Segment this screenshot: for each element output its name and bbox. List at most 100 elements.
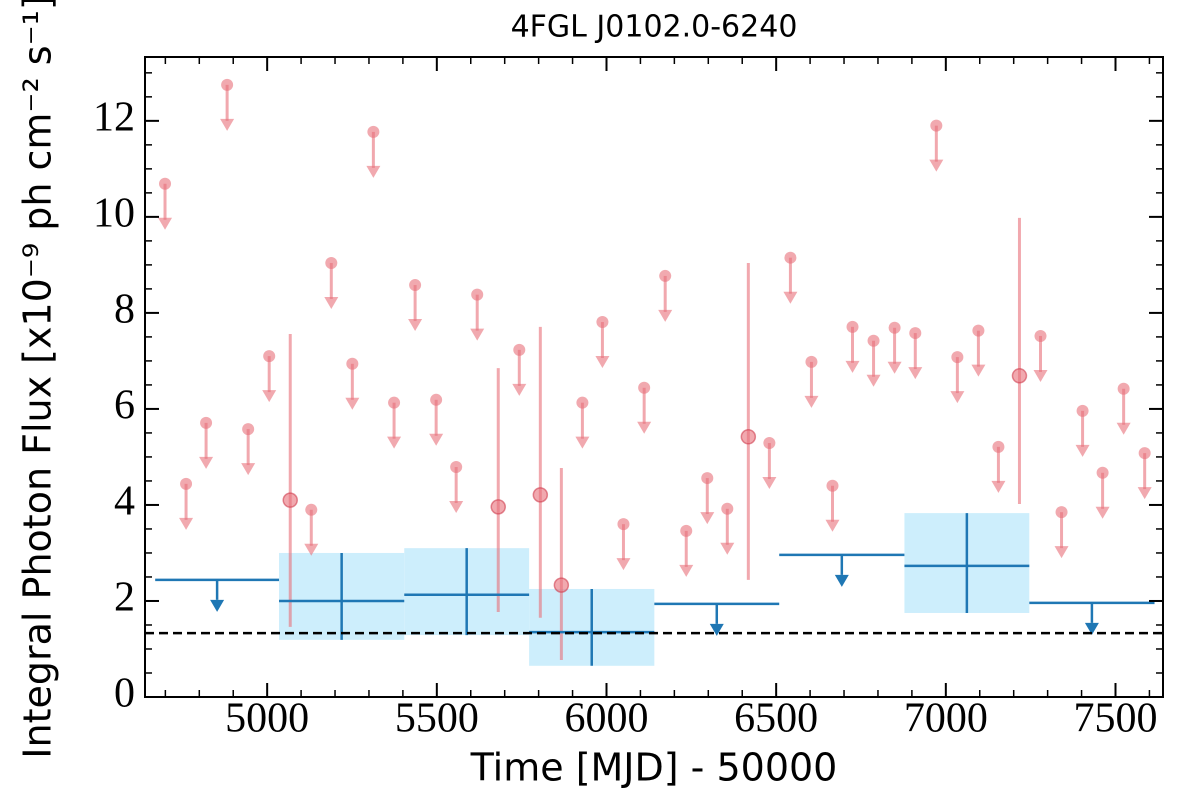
y-tick-label: 0: [114, 671, 135, 717]
upper-limit-arrow: [262, 390, 277, 403]
upper-limit-arrow: [950, 391, 965, 404]
upper-limit-arrow: [929, 159, 944, 172]
upper-limit-arrow: [199, 456, 214, 469]
upper-limit-arrow: [762, 477, 777, 490]
upper-limit-arrow: [1095, 506, 1110, 519]
x-tick-label: 6000: [564, 696, 648, 742]
upper-limit-arrow: [709, 623, 724, 636]
upper-limit-arrow: [845, 360, 860, 373]
upper-limit-arrow: [1075, 444, 1090, 457]
upper-limit-point: [346, 357, 359, 370]
upper-limit-arrow: [804, 395, 819, 408]
upper-limit-point: [221, 78, 234, 91]
upper-limit-point: [888, 321, 901, 334]
upper-limit-arrow: [408, 319, 423, 332]
upper-limit-point: [1096, 466, 1109, 479]
x-axis-label: Time [MJD] - 50000: [470, 746, 838, 790]
upper-limit-point: [450, 461, 463, 474]
y-tick-label: 6: [114, 383, 135, 429]
upper-limit-point: [325, 256, 338, 269]
upper-limit-arrow: [512, 383, 527, 396]
y-tick-label: 8: [114, 287, 135, 333]
upper-limit-point: [972, 324, 985, 337]
detection-point: [1011, 368, 1028, 384]
upper-limit-arrow: [366, 165, 381, 178]
upper-limit-arrow: [470, 328, 485, 341]
upper-limit-point: [1055, 506, 1068, 519]
upper-limit-arrow: [449, 501, 464, 514]
upper-limit-arrow: [1116, 422, 1131, 435]
x-tick-label: 5000: [225, 696, 309, 742]
y-tick-label: 12: [93, 94, 135, 140]
detection-point: [282, 492, 298, 508]
y-tick-label: 4: [114, 479, 135, 525]
upper-limit-arrow: [658, 309, 673, 322]
upper-limit-arrow: [1137, 487, 1152, 500]
upper-limit-point: [200, 416, 213, 429]
upper-limit-point: [388, 396, 401, 409]
upper-limit-arrow: [210, 599, 225, 612]
upper-limit-point: [159, 177, 172, 190]
upper-limit-point: [659, 269, 672, 282]
upper-limit-arrow: [720, 542, 735, 555]
upper-limit-arrow: [345, 397, 360, 410]
detection-point: [553, 577, 570, 593]
upper-limit-point: [242, 423, 255, 436]
upper-limit-point: [305, 503, 318, 516]
y-tick-label: 2: [114, 575, 135, 621]
upper-limit-arrow: [595, 356, 610, 369]
upper-limit-arrow: [834, 574, 849, 587]
upper-limit-arrow: [783, 291, 798, 304]
upper-limit-arrow: [825, 519, 840, 532]
upper-limit-arrow: [700, 512, 715, 525]
upper-limit-arrow: [991, 480, 1006, 493]
y-tick-label: 10: [93, 191, 135, 237]
upper-limit-point: [805, 355, 818, 368]
upper-limit-point: [826, 479, 839, 492]
upper-limit-point: [263, 350, 276, 363]
upper-limit-point: [784, 251, 797, 264]
upper-limit-point: [409, 279, 422, 292]
upper-limit-arrow: [887, 361, 902, 374]
upper-limit-point: [513, 343, 526, 356]
upper-limit-arrow: [429, 433, 444, 446]
x-tick-label: 7500: [1073, 696, 1157, 742]
upper-limit-arrow: [637, 421, 652, 434]
upper-limit-point: [1034, 329, 1047, 342]
upper-limit-arrow: [387, 436, 402, 449]
upper-limit-point: [596, 316, 609, 329]
upper-limit-point: [1117, 382, 1130, 395]
upper-limit-point: [576, 396, 589, 409]
upper-limit-point: [763, 437, 776, 450]
upper-limit-point: [909, 327, 922, 340]
detection-point: [490, 499, 506, 515]
upper-limit-point: [1138, 447, 1151, 460]
upper-limit-point: [846, 320, 859, 333]
upper-limit-point: [617, 518, 630, 531]
upper-limit-arrow: [679, 564, 694, 577]
upper-limit-arrow: [324, 296, 339, 309]
upper-limit-point: [992, 440, 1005, 453]
upper-limit-arrow: [575, 436, 590, 449]
upper-limit-point: [951, 351, 964, 364]
upper-limit-point: [867, 334, 880, 347]
upper-limit-arrow: [1054, 546, 1069, 559]
upper-limit-arrow: [866, 374, 881, 387]
upper-limit-arrow: [616, 558, 631, 571]
x-tick-label: 6500: [734, 696, 818, 742]
upper-limit-point: [930, 119, 943, 132]
upper-limit-arrow: [971, 364, 986, 377]
upper-limit-point: [701, 472, 714, 485]
upper-limit-point: [180, 477, 193, 490]
upper-limit-arrow: [1033, 369, 1048, 382]
upper-limit-point: [638, 381, 651, 394]
upper-limit-point: [430, 393, 443, 406]
upper-limit-arrow: [158, 217, 173, 230]
upper-limit-arrow: [908, 367, 923, 380]
upper-limit-point: [471, 288, 484, 301]
detection-point: [740, 429, 757, 445]
upper-limit-point: [1076, 404, 1089, 417]
x-tick-label: 5500: [395, 696, 479, 742]
y-axis-label: Integral Photon Flux [x10⁻⁹ ph cm⁻² s⁻¹]: [16, 0, 60, 759]
